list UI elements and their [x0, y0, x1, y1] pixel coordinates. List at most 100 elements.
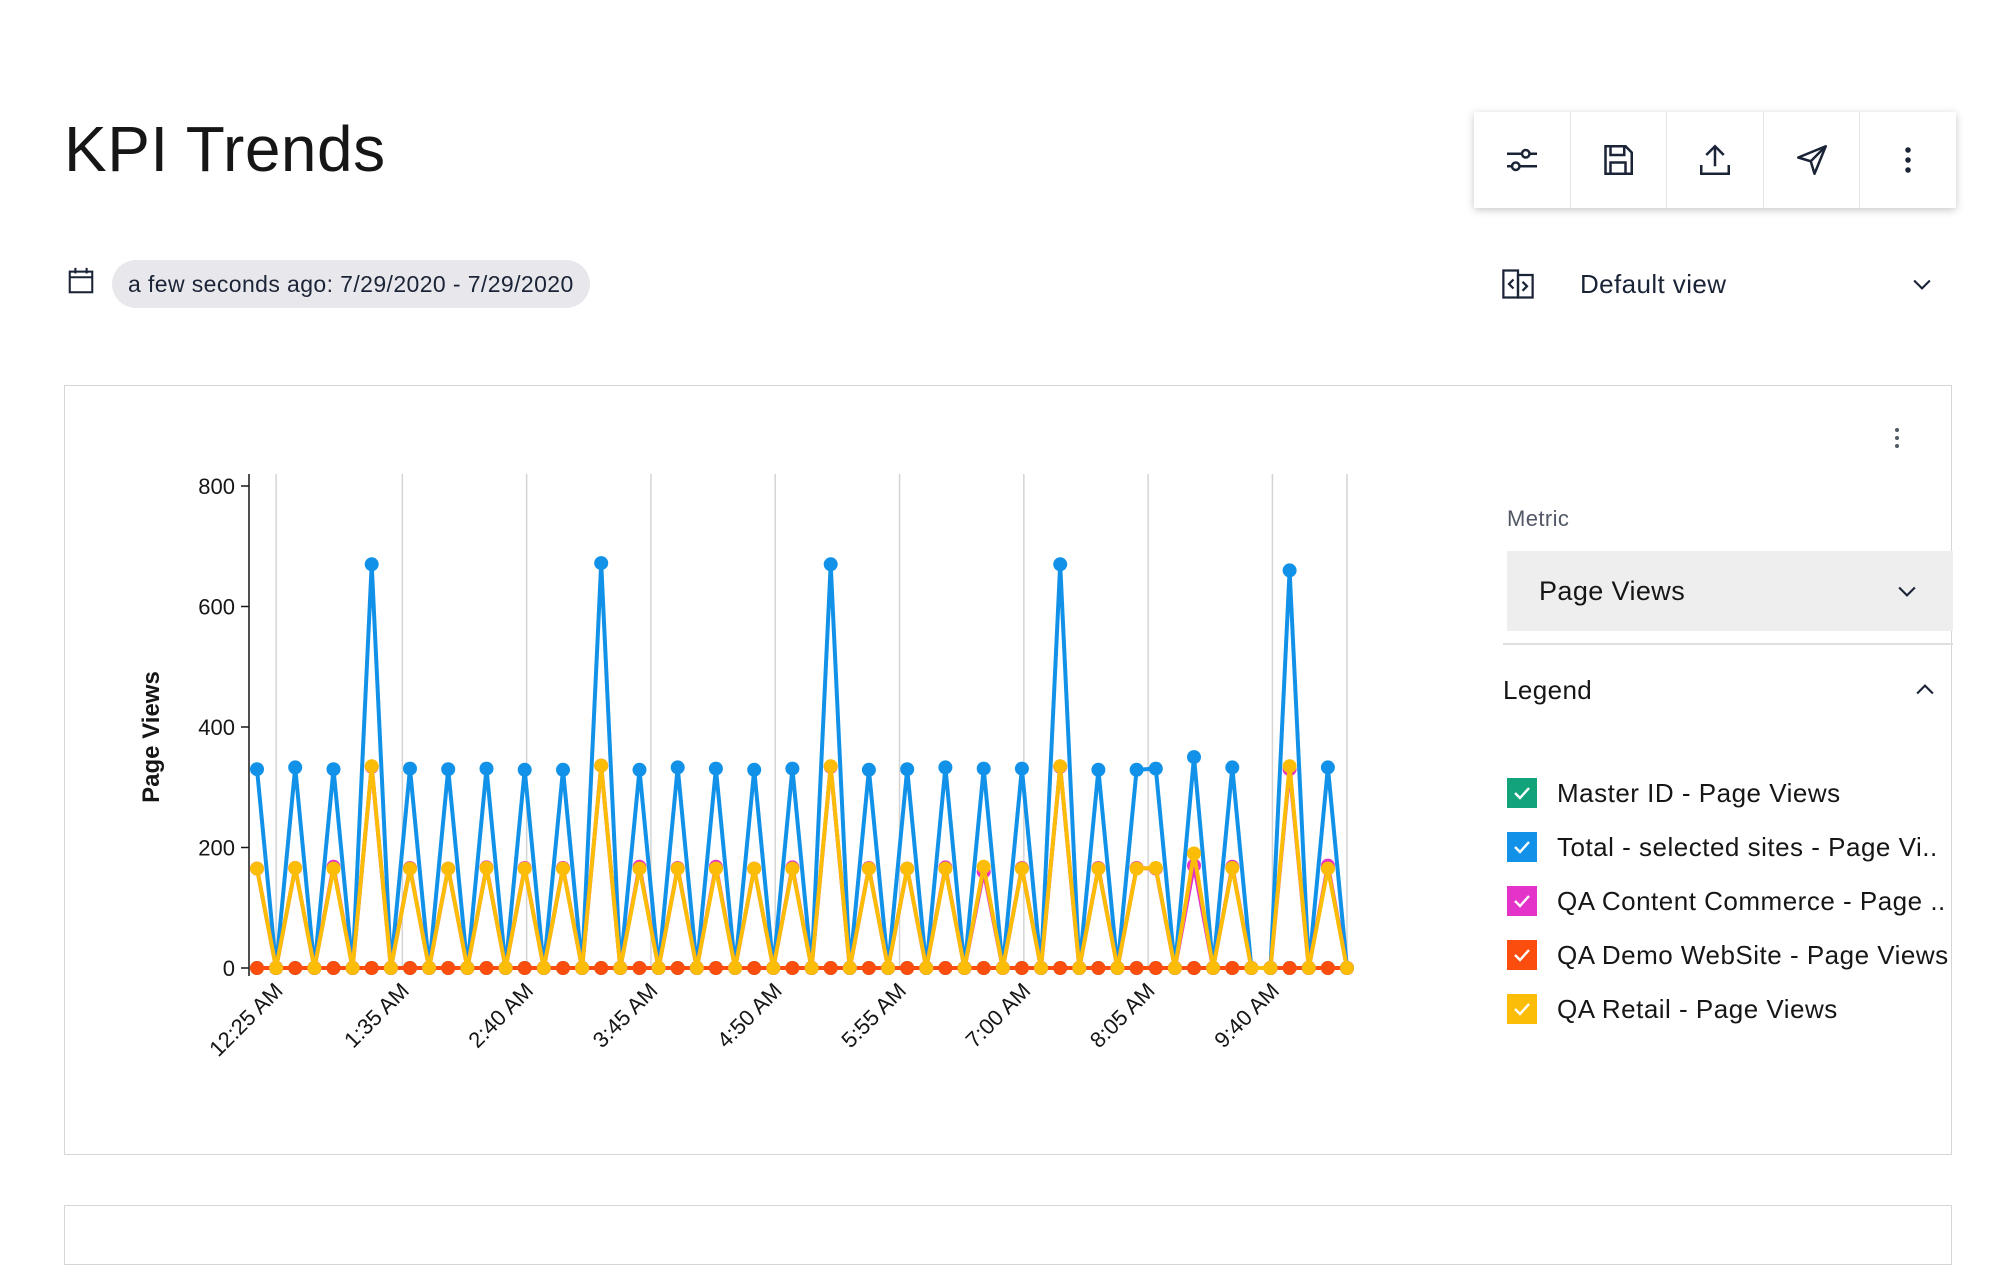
- legend-item[interactable]: QA Demo WebSite - Page Views: [1507, 928, 1977, 982]
- legend-title: Legend: [1503, 674, 1593, 705]
- line-chart: 12:25 AM 1:35 AM 2:40 AM 3:45 AM 4:50 AM 5:55…: [138, 474, 1354, 1061]
- data-point: [403, 961, 417, 975]
- legend-checkbox[interactable]: [1507, 832, 1537, 862]
- data-point: [900, 861, 915, 876]
- data-point: [1129, 961, 1144, 975]
- data-point: [1320, 760, 1335, 775]
- data-point: [1110, 961, 1125, 975]
- data-point: [708, 861, 723, 876]
- data-point: [288, 760, 303, 775]
- page-title: KPI Trends: [64, 113, 386, 185]
- data-point: [1225, 861, 1240, 875]
- x-tick-label: 5:55 AM: [836, 978, 911, 1053]
- save-button[interactable]: [1571, 112, 1668, 208]
- data-point: [1053, 759, 1068, 774]
- data-point: [1167, 961, 1182, 975]
- legend-label: QA Content Commerce - Page ..: [1557, 885, 1946, 916]
- legend-label: QA Demo WebSite - Page Views: [1557, 939, 1949, 970]
- view-dropdown[interactable]: Default view: [1500, 260, 1940, 308]
- data-point: [1129, 762, 1144, 777]
- data-point: [900, 762, 915, 777]
- data-point: [900, 961, 915, 975]
- card-overflow-menu-icon[interactable]: [1885, 424, 1909, 452]
- data-point: [1187, 961, 1201, 975]
- legend-toggle[interactable]: Legend: [1503, 668, 1953, 712]
- export-button[interactable]: [1667, 112, 1764, 208]
- checkmark-icon: [1514, 895, 1530, 908]
- data-point: [517, 861, 532, 876]
- legend-item[interactable]: Master ID - Page Views: [1507, 766, 1977, 820]
- data-point: [785, 761, 800, 776]
- data-point: [728, 961, 743, 975]
- y-tick-label: 400: [198, 715, 235, 740]
- data-point: [441, 861, 456, 876]
- data-point: [1091, 762, 1106, 777]
- data-point: [1053, 557, 1068, 572]
- data-point: [842, 961, 857, 975]
- page-toolbar: [1474, 112, 1956, 208]
- data-point: [594, 961, 609, 975]
- x-tick-label: 4:50 AM: [712, 978, 787, 1053]
- legend-item[interactable]: Total - selected sites - Page Vi..: [1507, 820, 1977, 874]
- data-point: [1129, 861, 1144, 876]
- send-icon: [1796, 145, 1827, 175]
- data-point: [1072, 961, 1087, 975]
- data-point: [536, 961, 551, 975]
- save-icon: [1604, 145, 1634, 175]
- data-point: [326, 861, 341, 876]
- data-point: [326, 961, 341, 975]
- share-button[interactable]: [1764, 112, 1861, 208]
- data-point: [441, 762, 456, 777]
- legend-item[interactable]: QA Content Commerce - Page ..: [1507, 874, 1977, 928]
- data-point: [479, 861, 494, 875]
- data-point: [1148, 861, 1163, 875]
- x-tick-label: 1:35 AM: [339, 978, 414, 1053]
- data-point: [881, 961, 896, 975]
- legend-label: Master ID - Page Views: [1557, 777, 1841, 808]
- data-point: [1320, 961, 1335, 975]
- x-tick-label: 2:40 AM: [463, 978, 538, 1053]
- metric-dropdown[interactable]: Page Views: [1507, 551, 1953, 631]
- overflow-menu-icon: [1905, 147, 1911, 173]
- data-point: [670, 961, 685, 975]
- more-options-button[interactable]: [1860, 112, 1956, 208]
- y-tick-label: 800: [198, 474, 235, 499]
- legend-checkbox[interactable]: [1507, 940, 1537, 970]
- data-point: [383, 961, 398, 975]
- x-tick-label: 8:05 AM: [1085, 978, 1160, 1053]
- data-point: [1091, 861, 1106, 876]
- data-point: [460, 961, 475, 975]
- data-point: [594, 556, 609, 571]
- data-point: [823, 557, 838, 572]
- y-tick-label: 200: [198, 836, 235, 861]
- data-point: [804, 961, 819, 975]
- checkmark-icon: [1514, 1003, 1530, 1016]
- data-point: [288, 861, 303, 875]
- data-point: [861, 861, 876, 876]
- data-point: [823, 759, 838, 774]
- data-point: [422, 961, 437, 975]
- legend-checkbox[interactable]: [1507, 778, 1537, 808]
- date-range-pill[interactable]: a few seconds ago: 7/29/2020 - 7/29/2020: [112, 260, 590, 308]
- x-tick-label: 9:40 AM: [1209, 978, 1284, 1053]
- data-point: [919, 961, 934, 975]
- data-point: [1244, 961, 1259, 975]
- data-point: [345, 961, 360, 975]
- data-point: [1187, 846, 1201, 861]
- data-point: [708, 961, 723, 975]
- x-tick-label: 7:00 AM: [961, 978, 1036, 1053]
- upload-icon: [1699, 144, 1730, 175]
- data-point: [250, 861, 264, 876]
- y-tick-label: 600: [198, 595, 235, 620]
- sliders-icon: [1506, 148, 1537, 172]
- data-point: [1053, 961, 1068, 975]
- data-point: [269, 961, 284, 975]
- calendar-icon: [68, 267, 94, 294]
- data-point: [632, 762, 647, 777]
- data-point: [1282, 759, 1297, 774]
- legend-checkbox[interactable]: [1507, 994, 1537, 1024]
- legend-item[interactable]: QA Retail - Page Views: [1507, 982, 1977, 1036]
- filter-settings-button[interactable]: [1474, 112, 1571, 208]
- data-point: [479, 761, 494, 776]
- legend-checkbox[interactable]: [1507, 886, 1537, 916]
